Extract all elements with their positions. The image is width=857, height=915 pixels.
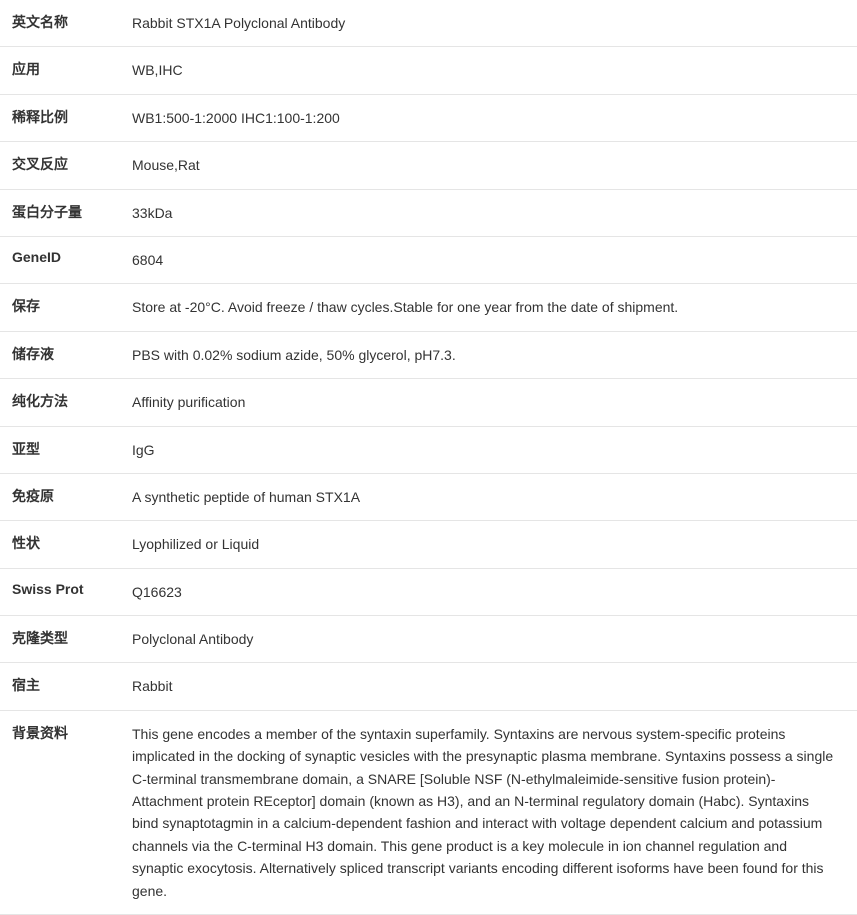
row-label: 亚型 <box>12 439 132 461</box>
row-label: 宿主 <box>12 675 132 697</box>
row-label: 背景资料 <box>12 723 132 902</box>
row-value: 33kDa <box>132 202 849 224</box>
row-value: A synthetic peptide of human STX1A <box>132 486 849 508</box>
row-label: GeneID <box>12 249 132 271</box>
table-row: GeneID 6804 <box>0 237 857 284</box>
table-row: 交叉反应 Mouse,Rat <box>0 142 857 189</box>
row-value: Polyclonal Antibody <box>132 628 849 650</box>
table-row: 亚型 IgG <box>0 427 857 474</box>
table-row: 性状 Lyophilized or Liquid <box>0 521 857 568</box>
row-value: Rabbit <box>132 675 849 697</box>
row-value: Q16623 <box>132 581 849 603</box>
row-label: 应用 <box>12 59 132 81</box>
row-label: 储存液 <box>12 344 132 366</box>
row-label: 蛋白分子量 <box>12 202 132 224</box>
table-row: 应用 WB,IHC <box>0 47 857 94</box>
table-row: 蛋白分子量 33kDa <box>0 190 857 237</box>
row-label: 稀释比例 <box>12 107 132 129</box>
table-row: 宿主 Rabbit <box>0 663 857 710</box>
row-label: Swiss Prot <box>12 581 132 603</box>
row-value: Rabbit STX1A Polyclonal Antibody <box>132 12 849 34</box>
row-label: 性状 <box>12 533 132 555</box>
table-row: 免疫原 A synthetic peptide of human STX1A <box>0 474 857 521</box>
table-row: 克隆类型 Polyclonal Antibody <box>0 616 857 663</box>
table-row: 稀释比例 WB1:500-1:2000 IHC1:100-1:200 <box>0 95 857 142</box>
row-label: 免疫原 <box>12 486 132 508</box>
row-label: 纯化方法 <box>12 391 132 413</box>
table-row: 背景资料 This gene encodes a member of the s… <box>0 711 857 915</box>
table-row: 英文名称 Rabbit STX1A Polyclonal Antibody <box>0 0 857 47</box>
table-row: Swiss Prot Q16623 <box>0 569 857 616</box>
table-row: 纯化方法 Affinity purification <box>0 379 857 426</box>
row-value: WB,IHC <box>132 59 849 81</box>
row-label: 保存 <box>12 296 132 318</box>
spec-table: 英文名称 Rabbit STX1A Polyclonal Antibody 应用… <box>0 0 857 915</box>
row-value: Lyophilized or Liquid <box>132 533 849 555</box>
row-value: This gene encodes a member of the syntax… <box>132 723 849 902</box>
row-value: Mouse,Rat <box>132 154 849 176</box>
row-value: Store at -20°C. Avoid freeze / thaw cycl… <box>132 296 849 318</box>
row-value: 6804 <box>132 249 849 271</box>
row-value: Affinity purification <box>132 391 849 413</box>
row-label: 克隆类型 <box>12 628 132 650</box>
row-value: WB1:500-1:2000 IHC1:100-1:200 <box>132 107 849 129</box>
row-label: 英文名称 <box>12 12 132 34</box>
row-value: IgG <box>132 439 849 461</box>
table-row: 保存 Store at -20°C. Avoid freeze / thaw c… <box>0 284 857 331</box>
row-label: 交叉反应 <box>12 154 132 176</box>
table-row: 储存液 PBS with 0.02% sodium azide, 50% gly… <box>0 332 857 379</box>
row-value: PBS with 0.02% sodium azide, 50% glycero… <box>132 344 849 366</box>
